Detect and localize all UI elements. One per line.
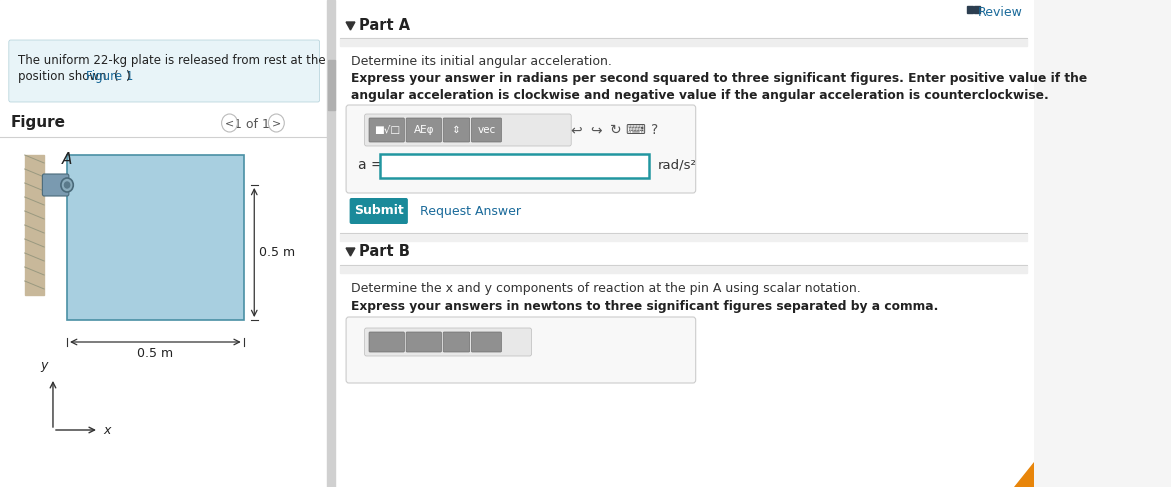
Text: Figure 1: Figure 1 <box>85 70 133 83</box>
Text: <: < <box>225 118 234 128</box>
Bar <box>340 38 1027 46</box>
Text: ↻: ↻ <box>610 123 621 137</box>
Text: Review: Review <box>978 6 1022 19</box>
Bar <box>340 233 1027 241</box>
Text: Part A: Part A <box>359 19 411 34</box>
FancyBboxPatch shape <box>369 118 404 142</box>
Bar <box>334 0 1034 487</box>
Text: ?: ? <box>651 123 658 137</box>
Circle shape <box>268 114 285 132</box>
FancyBboxPatch shape <box>379 154 649 178</box>
Text: A: A <box>62 152 73 167</box>
Text: The uniform 22-kg plate is released from rest at the: The uniform 22-kg plate is released from… <box>18 54 326 67</box>
Bar <box>974 6 980 13</box>
Bar <box>328 60 335 110</box>
Bar <box>25 155 44 295</box>
Text: Express your answers in newtons to three significant figures separated by a comm: Express your answers in newtons to three… <box>351 300 939 313</box>
Text: ⇕: ⇕ <box>452 125 461 135</box>
Text: ): ) <box>125 70 130 83</box>
FancyBboxPatch shape <box>350 198 408 224</box>
Text: 1 of 1: 1 of 1 <box>234 118 269 131</box>
FancyBboxPatch shape <box>9 40 320 102</box>
Text: Determine the x and y components of reaction at the pin A using scalar notation.: Determine the x and y components of reac… <box>351 282 861 295</box>
Text: ↪: ↪ <box>590 123 602 137</box>
Bar <box>340 265 1027 273</box>
Bar <box>0 0 327 487</box>
FancyBboxPatch shape <box>364 114 571 146</box>
FancyBboxPatch shape <box>347 317 696 383</box>
FancyBboxPatch shape <box>347 105 696 193</box>
Polygon shape <box>347 248 355 256</box>
Text: Determine its initial angular acceleration.: Determine its initial angular accelerati… <box>351 55 612 68</box>
Circle shape <box>221 114 238 132</box>
Text: Express your answer in radians per second squared to three significant figures. : Express your answer in radians per secon… <box>351 72 1088 85</box>
FancyBboxPatch shape <box>406 332 441 352</box>
Text: 0.5 m: 0.5 m <box>137 347 173 360</box>
FancyBboxPatch shape <box>472 332 501 352</box>
FancyBboxPatch shape <box>406 118 441 142</box>
Text: Submit: Submit <box>354 205 404 218</box>
Text: Part B: Part B <box>359 244 410 260</box>
Text: ■√□: ■√□ <box>374 125 399 135</box>
Polygon shape <box>347 22 355 30</box>
Bar <box>67 155 244 320</box>
Text: y: y <box>41 359 48 372</box>
Bar <box>967 6 973 13</box>
FancyBboxPatch shape <box>443 118 470 142</box>
Circle shape <box>64 182 70 188</box>
FancyBboxPatch shape <box>443 332 470 352</box>
FancyBboxPatch shape <box>472 118 501 142</box>
FancyBboxPatch shape <box>42 174 69 196</box>
Text: a =: a = <box>357 158 382 172</box>
Bar <box>327 0 335 487</box>
Polygon shape <box>1014 462 1034 487</box>
Text: Request Answer: Request Answer <box>420 205 521 218</box>
Text: position shown. (: position shown. ( <box>18 70 118 83</box>
Text: >: > <box>272 118 281 128</box>
Text: ⌨: ⌨ <box>625 123 645 137</box>
Text: 0.5 m: 0.5 m <box>259 246 295 259</box>
Text: vec: vec <box>478 125 495 135</box>
Text: ↩: ↩ <box>570 123 582 137</box>
Circle shape <box>61 178 74 192</box>
Text: angular acceleration is clockwise and negative value if the angular acceleration: angular acceleration is clockwise and ne… <box>351 89 1049 102</box>
Text: rad/s²: rad/s² <box>658 158 697 171</box>
FancyBboxPatch shape <box>369 332 404 352</box>
FancyBboxPatch shape <box>364 328 532 356</box>
Text: x: x <box>103 424 111 436</box>
Text: AEφ: AEφ <box>413 125 434 135</box>
Text: Figure: Figure <box>11 115 66 130</box>
